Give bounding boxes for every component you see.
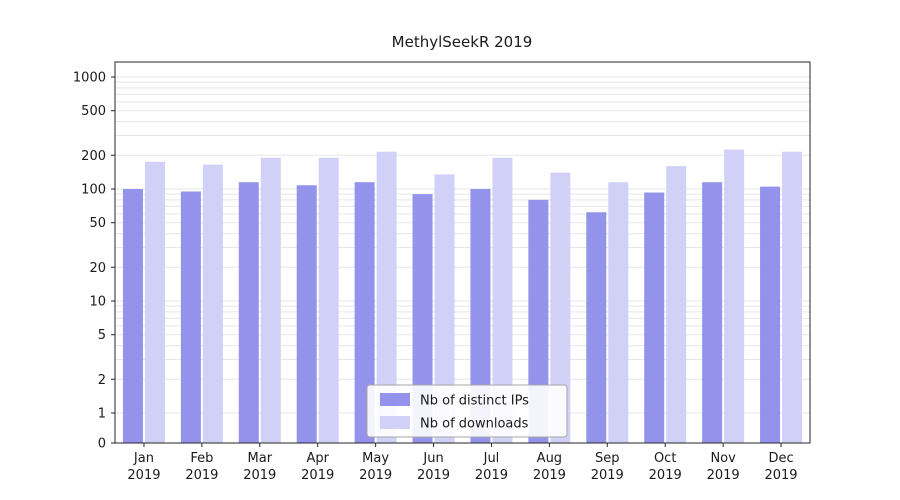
bar-aug-downloads [550, 172, 571, 443]
plot-frame [114, 61, 811, 444]
bar-jul-downloads [492, 157, 513, 443]
bar-dec-downloads [782, 151, 803, 443]
x-tick-label-year: 2019 [591, 468, 624, 483]
bar-nov-downloads [724, 149, 745, 444]
legend-box [366, 384, 568, 438]
y-tick-label: 5 [98, 328, 106, 343]
legend-label-ips: Nb of distinct IPs [420, 394, 529, 409]
x-tick-label-month: Nov [710, 451, 736, 466]
bar-may-ips [354, 182, 375, 443]
x-tick-label-year: 2019 [185, 468, 218, 483]
x-tick-label-month: Aug [537, 451, 562, 466]
x-tick-label-month: Dec [768, 451, 793, 466]
x-tick-label-month: Feb [190, 451, 213, 466]
legend-label-downloads: Nb of downloads [420, 417, 529, 432]
x-axis-ticks: Jan 2019 Feb 2019 Mar 2019 Apr 2019 May 2019 Jun 20… [127, 443, 798, 483]
y-tick-label: 1 [98, 407, 106, 422]
bar-jul-ips [470, 189, 491, 443]
bar-sep-ips [586, 212, 607, 443]
gridlines [115, 76, 810, 414]
y-tick-label: 100 [81, 183, 106, 198]
y-tick-label: 2 [98, 373, 106, 388]
y-tick-label: 500 [81, 104, 106, 119]
x-tick-label-month: Jun [422, 451, 443, 466]
x-tick-label-month: Oct [654, 451, 676, 466]
bar-jun-ips [412, 194, 433, 443]
bar-may-downloads [376, 151, 397, 443]
x-tick-label-year: 2019 [359, 468, 392, 483]
bar-apr-ips [296, 185, 317, 444]
x-tick-label-year: 2019 [475, 468, 508, 483]
legend: Nb of distinct IPs Nb of downloads [366, 384, 568, 438]
legend-swatch-downloads [380, 416, 410, 429]
bar-feb-downloads [202, 164, 223, 444]
y-tick-label: 50 [89, 216, 106, 231]
y-axis-ticks: 0 1 2 5 10 20 50 100 200 500 1000 [73, 71, 115, 452]
bar-oct-downloads [666, 166, 687, 444]
bar-sep-downloads [608, 182, 629, 443]
bar-oct-ips [644, 192, 665, 443]
bar-apr-downloads [318, 157, 339, 443]
bar-jun-downloads [434, 174, 455, 443]
x-tick-label-month: Apr [306, 451, 329, 466]
legend-swatch-ips [380, 393, 410, 406]
x-tick-label-year: 2019 [301, 468, 334, 483]
bar-mar-ips [238, 182, 259, 443]
x-tick-label-year: 2019 [533, 468, 566, 483]
y-tick-label: 200 [81, 149, 106, 164]
bar-feb-ips [180, 191, 201, 443]
bar-jan-downloads [144, 161, 165, 444]
x-tick-label-year: 2019 [649, 468, 682, 483]
x-tick-label-year: 2019 [707, 468, 740, 483]
y-tick-label: 1000 [73, 71, 106, 86]
x-tick-label-month: Jul [483, 451, 500, 466]
bar-mar-downloads [260, 157, 281, 443]
bar-dec-ips [760, 186, 781, 443]
x-tick-label-month: Sep [595, 451, 620, 466]
x-tick-label-year: 2019 [764, 468, 797, 483]
y-tick-label: 20 [89, 261, 106, 276]
x-tick-label-year: 2019 [243, 468, 276, 483]
y-tick-label: 0 [98, 437, 106, 452]
x-tick-label-month: Jan [133, 451, 154, 466]
y-tick-label: 10 [89, 295, 106, 310]
bar-nov-ips [702, 182, 723, 443]
x-tick-label-month: May [362, 451, 389, 466]
bar-aug-ips [528, 199, 549, 443]
chart-title: MethylSeekR 2019 [392, 33, 533, 51]
plot-border [114, 61, 811, 444]
bar-groups [122, 149, 803, 444]
x-tick-label-year: 2019 [417, 468, 450, 483]
x-tick-label-year: 2019 [127, 468, 160, 483]
bar-jan-ips [122, 189, 143, 443]
x-tick-label-month: Mar [248, 451, 273, 466]
